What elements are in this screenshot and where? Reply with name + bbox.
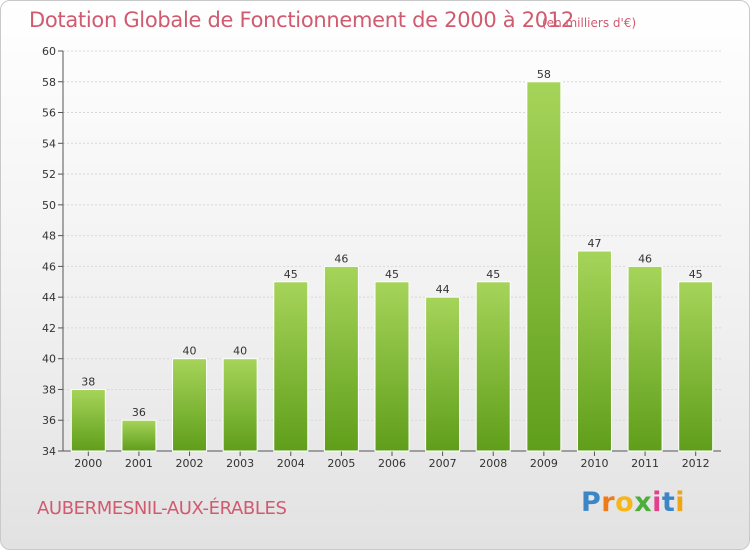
y-tick-label: 34 [42, 445, 56, 458]
bar-value-label: 36 [132, 406, 146, 419]
bar [678, 281, 714, 452]
y-tick-label: 44 [42, 291, 56, 304]
bar-value-label: 45 [689, 268, 703, 281]
bar-value-label: 46 [334, 252, 348, 265]
x-tick-label: 2008 [479, 457, 507, 470]
bar-value-label: 40 [183, 345, 197, 358]
bar [273, 281, 309, 452]
bar-value-label: 45 [385, 268, 399, 281]
bar [121, 419, 157, 452]
x-tick-label: 2012 [682, 457, 710, 470]
bar-value-label: 46 [638, 252, 652, 265]
bar-value-label: 40 [233, 345, 247, 358]
bar [70, 388, 106, 452]
bar [475, 281, 511, 452]
bar-value-label: 45 [486, 268, 500, 281]
x-tick-label: 2009 [530, 457, 558, 470]
x-tick-label: 2010 [580, 457, 608, 470]
y-tick-label: 36 [42, 414, 56, 427]
bar-value-label: 45 [284, 268, 298, 281]
bar-value-label: 47 [587, 237, 601, 250]
chart-title: Dotation Globale de Fonctionnement de 20… [29, 8, 574, 32]
bar [374, 281, 410, 452]
y-tick-label: 48 [42, 230, 56, 243]
bar [172, 358, 208, 452]
y-tick-label: 42 [42, 322, 56, 335]
bar [576, 250, 612, 452]
y-tick-label: 38 [42, 383, 56, 396]
x-tick-label: 2011 [631, 457, 659, 470]
x-tick-label: 2004 [277, 457, 305, 470]
x-tick-label: 2001 [125, 457, 153, 470]
y-tick-label: 40 [42, 353, 56, 366]
bar [627, 265, 663, 452]
y-tick-label: 56 [42, 107, 56, 120]
bar-value-label: 38 [81, 375, 95, 388]
y-tick-label: 54 [42, 137, 56, 150]
y-tick-label: 60 [42, 45, 56, 58]
bar [222, 358, 258, 452]
bar [526, 81, 562, 452]
x-tick-label: 2003 [226, 457, 254, 470]
x-tick-label: 2007 [429, 457, 457, 470]
commune-name: AUBERMESNIL-AUX-ÉRABLES [37, 498, 287, 519]
x-tick-label: 2006 [378, 457, 406, 470]
y-tick-label: 52 [42, 168, 56, 181]
y-tick-label: 50 [42, 199, 56, 212]
y-tick-label: 58 [42, 76, 56, 89]
chart-subtitle: (en milliers d'€) [542, 16, 637, 30]
x-tick-label: 2000 [74, 457, 102, 470]
proxiti-logo: Proxiti [581, 487, 686, 518]
bar-value-label: 58 [537, 68, 551, 81]
bar [425, 296, 461, 452]
x-tick-label: 2005 [327, 457, 355, 470]
y-tick-label: 46 [42, 260, 56, 273]
x-tick-label: 2002 [176, 457, 204, 470]
bar-value-label: 44 [436, 283, 450, 296]
bar [323, 265, 359, 452]
